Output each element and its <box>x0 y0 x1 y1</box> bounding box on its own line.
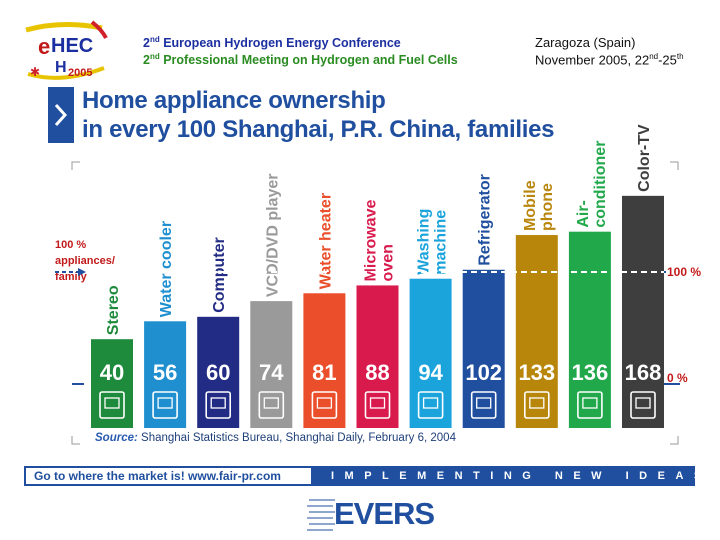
chevron-right-icon <box>54 103 68 127</box>
stereo-icon-detail <box>104 397 120 409</box>
bar-vcd-dvd-player <box>250 301 293 428</box>
bar-microwave-oven <box>356 285 399 428</box>
color-tv-icon <box>630 391 656 419</box>
right-label-0: 0 % <box>667 371 688 385</box>
ehec-logo: e HEC H 2005 ✱ <box>22 18 110 84</box>
water-heater-icon-detail <box>316 397 333 409</box>
refrigerator-icon-detail <box>476 397 492 409</box>
conference-date: November 2005, 22nd-25th <box>535 52 684 68</box>
right-label-100: 100 % <box>667 265 701 279</box>
category-label-water-heater: Water heater <box>317 193 334 289</box>
category-label-air-conditioner: conditioner <box>592 141 609 228</box>
bar-color-tv <box>622 195 664 428</box>
bar-air-conditioner <box>568 231 611 428</box>
svg-text:2005: 2005 <box>68 67 92 79</box>
water-cooler-icon <box>152 391 178 419</box>
bar-refrigerator <box>462 269 505 428</box>
category-label-microwave-oven: Microwave <box>363 200 380 282</box>
category-label-mobile-phone: phone <box>539 183 556 231</box>
value-label-color-tv: 168 <box>625 360 662 385</box>
svg-text:e: e <box>38 34 50 59</box>
evers-brand: EVERS <box>334 496 435 531</box>
bar-mobile-phone <box>515 235 558 428</box>
value-label-microwave-oven: 88 <box>365 360 389 385</box>
color-tv-icon-detail <box>635 397 651 409</box>
value-label-stereo: 40 <box>100 360 124 385</box>
svg-text:HEC: HEC <box>51 35 93 57</box>
bar-water-heater <box>303 293 346 428</box>
chart-source: Source: Shanghai Statistics Bureau, Shan… <box>95 432 456 444</box>
category-label-vcd-dvd-player: VCD/DVD player <box>264 174 281 298</box>
value-label-air-conditioner: 136 <box>572 360 609 385</box>
bar-water-cooler <box>144 321 187 428</box>
air-conditioner-icon <box>577 391 603 419</box>
refrigerator-icon <box>470 391 497 419</box>
evers-logo-icon <box>305 494 415 534</box>
water-cooler-icon-detail <box>157 397 173 409</box>
category-label-washing-machine: machine <box>433 210 450 275</box>
mobile-phone-icon <box>523 391 550 419</box>
category-label-computer: Computer <box>211 237 228 313</box>
meeting-title: 2nd Professional Meeting on Hydrogen and… <box>143 52 458 68</box>
water-heater-icon <box>311 391 338 419</box>
footer-banner: IMPLEMENTING NEW IDEAS <box>313 466 695 486</box>
category-label-microwave-oven: oven <box>380 244 397 281</box>
bar-stereo <box>91 339 133 428</box>
reference-annotation-line: appliances/ <box>55 255 115 267</box>
bar-computer <box>197 316 240 428</box>
bar-washing-machine <box>409 278 452 428</box>
vcd-player-icon <box>258 391 285 419</box>
vcd-player-icon-detail <box>263 397 279 409</box>
value-label-washing-machine: 94 <box>418 360 443 385</box>
title-marker <box>48 87 74 143</box>
washing-machine-icon-detail <box>422 397 439 409</box>
category-label-stereo: Stereo <box>105 285 122 335</box>
microwave-icon-detail <box>369 397 386 409</box>
air-conditioner-icon-detail <box>582 397 598 409</box>
svg-text:✱: ✱ <box>30 65 40 79</box>
value-label-computer: 60 <box>206 360 230 385</box>
microwave-icon <box>364 391 391 419</box>
category-label-color-tv: Color-TV <box>636 124 653 192</box>
category-label-washing-machine: Washing <box>416 209 433 275</box>
category-label-water-cooler: Water cooler <box>158 221 175 317</box>
value-label-water-cooler: 56 <box>153 360 177 385</box>
category-label-refrigerator: Refrigerator <box>477 174 494 266</box>
chart-title-line1: Home appliance ownership <box>82 87 386 114</box>
chart-title-line2: in every 100 Shanghai, P.R. China, famil… <box>82 116 555 143</box>
conference-title: 2nd European Hydrogen Energy Conference <box>143 35 401 51</box>
svg-text:H: H <box>55 59 67 76</box>
footer-slogan: Go to where the market is! www.fair-pr.c… <box>24 466 313 486</box>
stereo-icon <box>99 391 125 419</box>
value-label-refrigerator: 102 <box>465 360 502 385</box>
computer-icon <box>205 391 231 419</box>
washing-machine-icon <box>417 391 444 419</box>
category-label-mobile-phone: Mobile <box>522 180 539 231</box>
value-label-mobile-phone: 133 <box>518 360 555 385</box>
mobile-phone-icon-detail <box>529 397 545 409</box>
value-label-vcd-dvd-player: 74 <box>259 360 284 385</box>
location: Zaragoza (Spain) <box>535 35 636 50</box>
value-label-water-heater: 81 <box>312 360 336 385</box>
reference-arrow-icon <box>78 268 86 276</box>
category-label-air-conditioner: Air- <box>575 200 592 228</box>
reference-annotation-line: 100 % <box>55 239 86 251</box>
computer-icon-detail <box>210 397 226 409</box>
corner-brackets <box>71 161 679 445</box>
